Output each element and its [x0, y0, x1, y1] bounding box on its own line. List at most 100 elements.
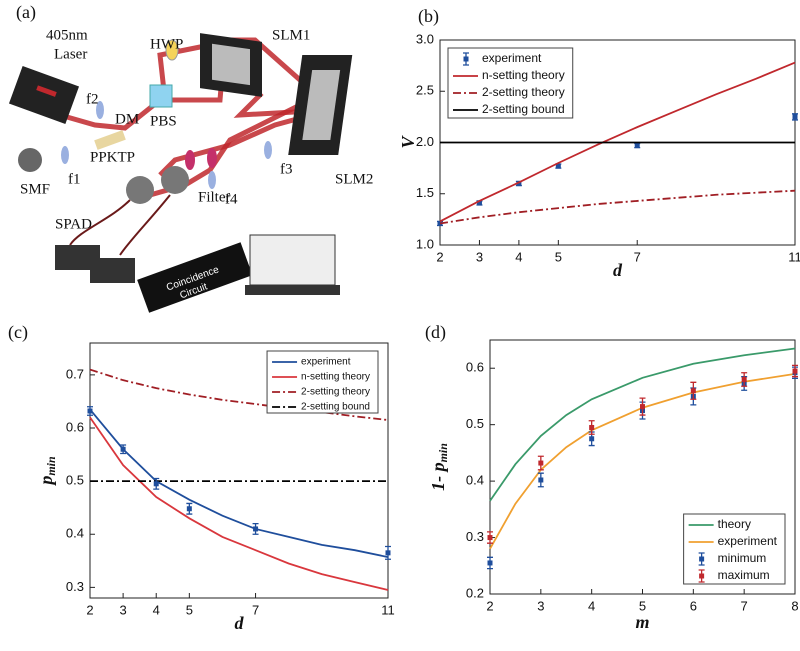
legend-swatch: [463, 56, 469, 62]
x-tick-label: 5: [555, 249, 562, 264]
label: SLM1: [272, 27, 310, 43]
x-tick-label: 4: [153, 602, 160, 617]
panel-label: (d): [425, 322, 446, 343]
y-tick-label: 0.5: [466, 416, 484, 431]
legend-label: 2-setting theory: [482, 85, 565, 99]
slm2-screen: [302, 70, 341, 140]
laser-indicator: [36, 85, 57, 97]
laser: [8, 65, 80, 125]
legend-label: minimum: [718, 551, 767, 565]
data-point: [487, 560, 493, 566]
y-tick-label: 0.4: [66, 526, 84, 541]
spad: [90, 258, 135, 283]
x-tick-label: 11: [381, 602, 395, 617]
label: DM: [115, 111, 139, 127]
label: SLM2: [335, 171, 373, 187]
x-tick-label: 11: [788, 249, 800, 264]
label: HWP: [150, 36, 183, 52]
lens-f3: [264, 141, 272, 159]
x-tick-label: 3: [119, 602, 126, 617]
data-point: [153, 481, 159, 487]
x-tick-label: 2: [486, 598, 493, 613]
y-tick-label: 1.0: [416, 236, 434, 251]
y-tick-label: 3.0: [416, 31, 434, 46]
x-axis-label: d: [613, 260, 623, 280]
data-point: [792, 114, 798, 120]
x-tick-label: 7: [634, 249, 641, 264]
coincidence-circuit: [137, 242, 253, 313]
legend: theory experiment minimum maximum: [683, 513, 786, 585]
data-point: [538, 477, 544, 483]
data-point: [634, 143, 640, 149]
label: SMF: [20, 181, 50, 197]
x-tick-label: 7: [741, 598, 748, 613]
legend-label: n-setting theory: [482, 68, 565, 82]
y-tick-label: 2.0: [416, 134, 434, 149]
laptop-base: [245, 285, 340, 295]
panel-label: (b): [418, 6, 439, 27]
y-axis-label: 1- pmin: [428, 443, 450, 491]
legend-swatch: [699, 556, 705, 562]
legend-label: experiment: [718, 534, 778, 548]
y-tick-label: 0.3: [466, 529, 484, 544]
y-tick-label: 0.6: [66, 419, 84, 434]
filter: [185, 150, 195, 170]
legend-label: 2-setting bound: [301, 402, 370, 413]
y-tick-label: 0.6: [466, 360, 484, 375]
legend-label: 2-setting bound: [482, 102, 565, 116]
series-line: [89, 416, 389, 591]
x-tick-label: 4: [588, 598, 595, 613]
lens-f2: [96, 101, 104, 119]
legend-label: maximum: [718, 568, 770, 582]
label: Laser: [54, 46, 87, 62]
filter: [207, 148, 217, 168]
data-point: [690, 388, 696, 394]
legend-label: experiment: [301, 357, 351, 368]
y-tick-label: 0.3: [66, 579, 84, 594]
label: SPAD: [55, 216, 92, 232]
pbs: [149, 84, 173, 108]
y-tick-label: 0.4: [466, 473, 484, 488]
panel-label: (a): [16, 2, 36, 23]
series-line: [439, 189, 796, 225]
legend-label: 2-setting theory: [301, 387, 370, 398]
x-axis-label: d: [235, 613, 245, 633]
x-tick-label: 3: [476, 249, 483, 264]
data-point: [538, 460, 544, 466]
x-tick-label: 2: [436, 249, 443, 264]
fiber-coupler: [161, 166, 189, 194]
setup-diagram: (a) 405nm Laser HWP SLM1 PBS f2 DM PPKTP…: [8, 2, 373, 313]
y-tick-label: 0.2: [466, 585, 484, 600]
series-line: [439, 61, 796, 223]
legend: experiment n-setting theory 2-setting theo…: [266, 350, 379, 414]
legend-swatch: [699, 573, 705, 579]
x-tick-label: 2: [86, 602, 93, 617]
hwp: [165, 39, 179, 61]
data-point: [385, 550, 391, 556]
label: f4: [225, 191, 238, 207]
y-axis-label-sub: min: [44, 456, 58, 476]
x-tick-label: 7: [252, 602, 259, 617]
data-point: [792, 368, 798, 374]
series-line: [89, 368, 389, 421]
legend-label: experiment: [482, 51, 542, 65]
slm1-screen: [212, 43, 250, 86]
x-tick-label: 8: [791, 598, 798, 613]
y-axis-label: pmin: [36, 456, 58, 487]
label: f3: [280, 161, 293, 177]
data-point: [120, 446, 126, 452]
x-tick-label: 5: [186, 602, 193, 617]
label: f2: [86, 91, 99, 107]
data-point: [87, 408, 93, 414]
y-tick-label: 1.5: [416, 185, 434, 200]
data-point: [741, 377, 747, 383]
data-point: [186, 506, 192, 512]
beam: [59, 37, 330, 131]
y-tick-label: 0.7: [66, 366, 84, 381]
data-point: [487, 535, 493, 541]
label: PBS: [150, 113, 177, 129]
data-point: [516, 181, 522, 186]
series-line: [89, 408, 389, 558]
panel-label: (c): [8, 322, 28, 343]
